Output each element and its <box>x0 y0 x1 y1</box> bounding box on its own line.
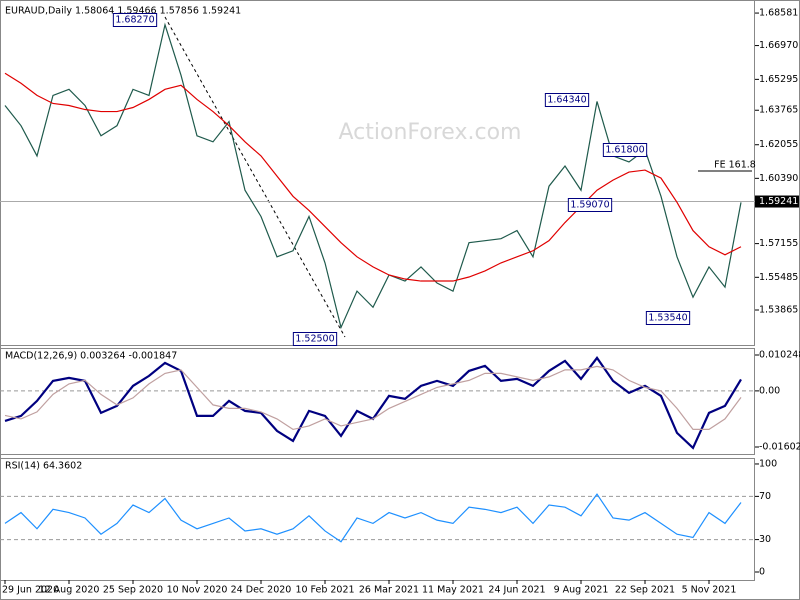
x-tick-label: 29 Jun 2020 <box>2 585 59 596</box>
x-tick-label: 10 Feb 2021 <box>295 585 354 596</box>
watermark: ActionForex.com <box>339 120 522 145</box>
y-tick-label: 1.68581 <box>759 8 798 19</box>
price-panel <box>0 0 755 346</box>
y-tick-label: 1.53865 <box>759 304 798 315</box>
y-tick-label: 1.66970 <box>759 40 798 51</box>
annotation: 1.59070 <box>570 200 609 211</box>
series-line <box>4 365 742 431</box>
y-tick-label: 1.57155 <box>759 238 798 249</box>
y-tick-label: 0.010248 <box>759 349 800 360</box>
y-tick-label: 100 <box>759 458 777 469</box>
annotation-box <box>602 143 648 157</box>
annotation: 1.68270 <box>115 15 154 26</box>
x-tick-label: 26 Mar 2021 <box>359 585 419 596</box>
series-line <box>4 72 742 282</box>
panel-title: EURAUD,Daily 1.58064 1.59466 1.57856 1.5… <box>5 6 241 17</box>
panel-title: RSI(14) 64.3602 <box>5 461 82 472</box>
y-tick-label: 1.65295 <box>759 74 798 85</box>
annotation-box <box>292 332 338 346</box>
annotation: 1.64340 <box>547 95 586 106</box>
x-tick-label: 24 Dec 2020 <box>231 585 292 596</box>
series-line <box>4 493 742 543</box>
y-tick-label: 1.62055 <box>759 139 798 150</box>
price-tag <box>755 195 799 208</box>
panel-title: MACD(12,26,9) 0.003264 -0.001847 <box>5 351 177 362</box>
rsi-panel <box>0 458 755 581</box>
annotation-box <box>544 93 590 107</box>
annotation: 1.61800 <box>605 145 644 156</box>
macd-panel <box>0 348 755 455</box>
annotation: 1.52500 <box>295 334 334 345</box>
y-tick-label: 70 <box>759 491 771 502</box>
trend-line <box>164 16 346 338</box>
price-tag-label: 1.59241 <box>759 196 798 207</box>
x-tick-label: 22 Sep 2021 <box>615 585 675 596</box>
x-tick-label: 10 Nov 2020 <box>167 585 228 596</box>
x-tick-label: 12 Aug 2020 <box>39 585 100 596</box>
annotation-box <box>645 311 691 325</box>
y-tick-label: 0.00 <box>759 385 780 396</box>
y-tick-label: 1.63765 <box>759 105 798 116</box>
series-line <box>4 22 742 330</box>
x-tick-label: 5 Nov 2021 <box>682 585 737 596</box>
y-tick-label: 0 <box>759 567 765 578</box>
x-tick-label: 11 May 2021 <box>422 585 484 596</box>
x-tick-label: 24 Jun 2021 <box>488 585 545 596</box>
annotation: FE 161.8 <box>714 160 756 171</box>
x-tick-label: 9 Aug 2021 <box>554 585 609 596</box>
annotation-box <box>112 13 158 27</box>
y-tick-label: -0.016023 <box>759 442 800 453</box>
y-tick-label: 1.55485 <box>759 272 798 283</box>
y-tick-label: 30 <box>759 534 771 545</box>
x-tick-label: 25 Sep 2020 <box>103 585 163 596</box>
annotation: 1.53540 <box>648 313 687 324</box>
y-tick-label: 1.60390 <box>759 173 798 184</box>
annotation-box <box>567 198 613 212</box>
